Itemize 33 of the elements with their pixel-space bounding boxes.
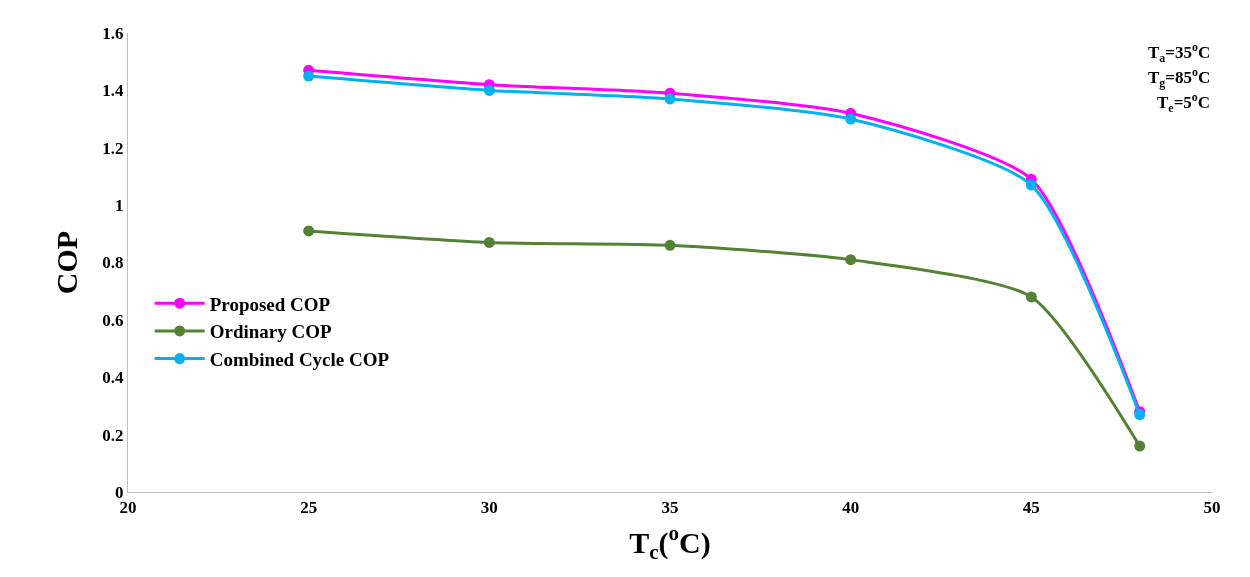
point	[483, 84, 495, 96]
y-tick-label: 1.2	[102, 138, 124, 158]
annotation: T$_{g}$=85$^{o}$C	[1148, 65, 1211, 90]
x-tick-label: 25	[300, 498, 318, 518]
y-tick-label: 0.8	[102, 253, 124, 273]
annotation: T$_{a}$=35$^{o}$C	[1148, 40, 1211, 65]
legend-label: Ordinary COP	[209, 321, 332, 343]
point	[303, 225, 315, 237]
x-tick-label: 30	[480, 498, 498, 518]
y-axis-title: COP	[50, 230, 84, 295]
point	[845, 254, 857, 266]
point	[664, 239, 676, 251]
x-axis-title: T$_{c}$($^{o}$C)	[629, 521, 711, 565]
y-tick-label: 1.6	[102, 23, 124, 43]
legend-label: Proposed COP	[209, 293, 331, 315]
point	[845, 113, 857, 125]
y-tick-label: 0.6	[102, 310, 124, 330]
point	[1134, 440, 1146, 452]
y-tick-label: 1.4	[102, 81, 125, 101]
legend-label: Combined Cycle COP	[209, 349, 390, 371]
x-tick-label: 50	[1203, 498, 1221, 518]
point	[1025, 291, 1037, 303]
y-tick-label: 0.4	[102, 368, 125, 388]
annotation: T$_{e}$=5$^{o}$C	[1157, 90, 1211, 115]
point	[664, 93, 676, 105]
point	[303, 70, 315, 82]
point	[483, 236, 495, 248]
y-tick-label: 1	[115, 196, 124, 216]
point	[1025, 179, 1037, 191]
y-tick-label: 0.2	[102, 425, 124, 445]
x-tick-label: 35	[661, 498, 679, 518]
x-tick-label: 40	[842, 498, 860, 518]
x-tick-label: 45	[1022, 498, 1040, 518]
